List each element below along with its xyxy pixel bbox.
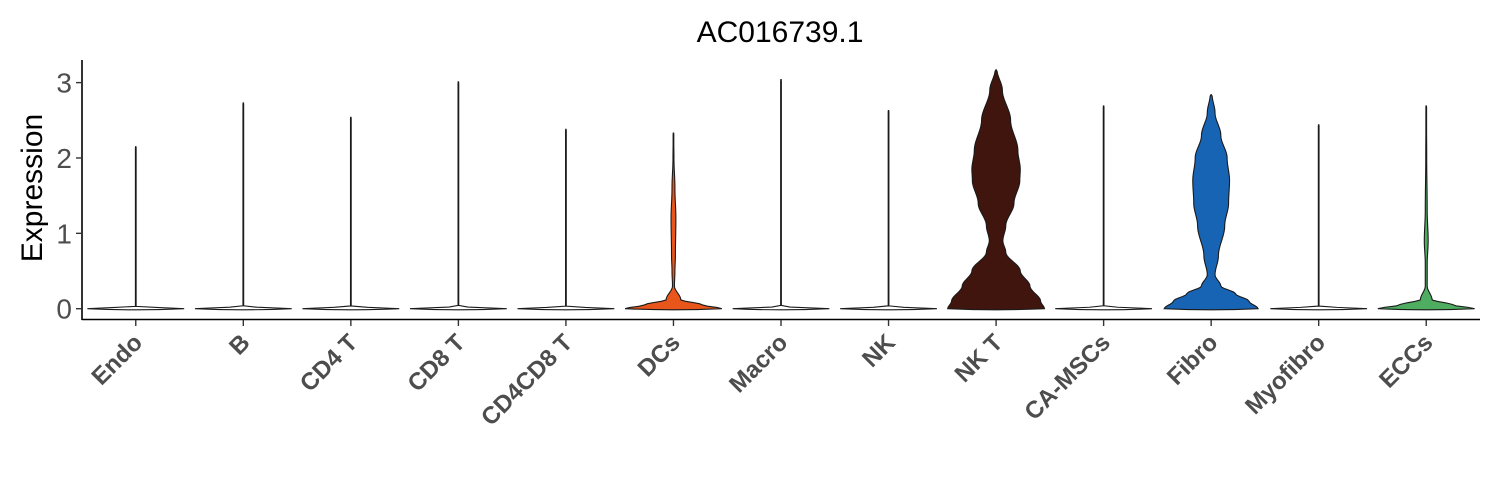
violin-dcs <box>624 132 722 311</box>
violin-nk <box>840 109 937 311</box>
chart-title: AC016739.1 <box>697 16 864 49</box>
x-tick-label: Fibro <box>1162 329 1224 391</box>
y-axis-label: Expression <box>16 114 49 262</box>
y-tick-label: 2 <box>56 143 72 174</box>
x-tick-label: CD4CD8 T <box>476 329 578 431</box>
violin-b <box>194 102 292 311</box>
y-tick-label: 3 <box>56 68 72 99</box>
violin-group <box>87 69 1475 311</box>
x-tick-label: B <box>224 329 255 360</box>
violin-cd4-t <box>302 116 400 311</box>
x-tick-label: Myofibro <box>1240 329 1331 420</box>
violin-cd8-t <box>409 81 507 311</box>
x-tick-label: Endo <box>86 329 148 391</box>
x-ticks: Endo B CD4 T CD8 T CD4CD8 T DCs Macro NK NK T CA-… <box>86 320 1438 431</box>
violin-macro <box>732 79 830 311</box>
y-tick-label: 0 <box>56 294 72 325</box>
violin-endo <box>87 146 185 311</box>
x-tick-label: NK T <box>950 329 1009 388</box>
violin-nk-t <box>946 69 1046 311</box>
violin-myofibro <box>1270 124 1368 311</box>
x-tick-label: Macro <box>724 329 793 398</box>
violin-eccs <box>1377 105 1475 311</box>
x-tick-label: DCs <box>633 329 686 382</box>
y-ticks: 0 1 2 3 <box>56 68 82 325</box>
violin-ca-mscs <box>1055 105 1153 311</box>
x-tick-label: NK <box>857 329 901 373</box>
x-tick-label: ECCs <box>1374 329 1438 393</box>
x-tick-label: CA-MSCs <box>1019 329 1115 425</box>
y-tick-label: 1 <box>56 218 72 249</box>
violin-cd4cd8-t <box>517 128 615 311</box>
x-tick-label: CD8 T <box>403 329 471 397</box>
x-tick-label: CD4 T <box>295 329 363 397</box>
violin-fibro <box>1163 94 1260 311</box>
